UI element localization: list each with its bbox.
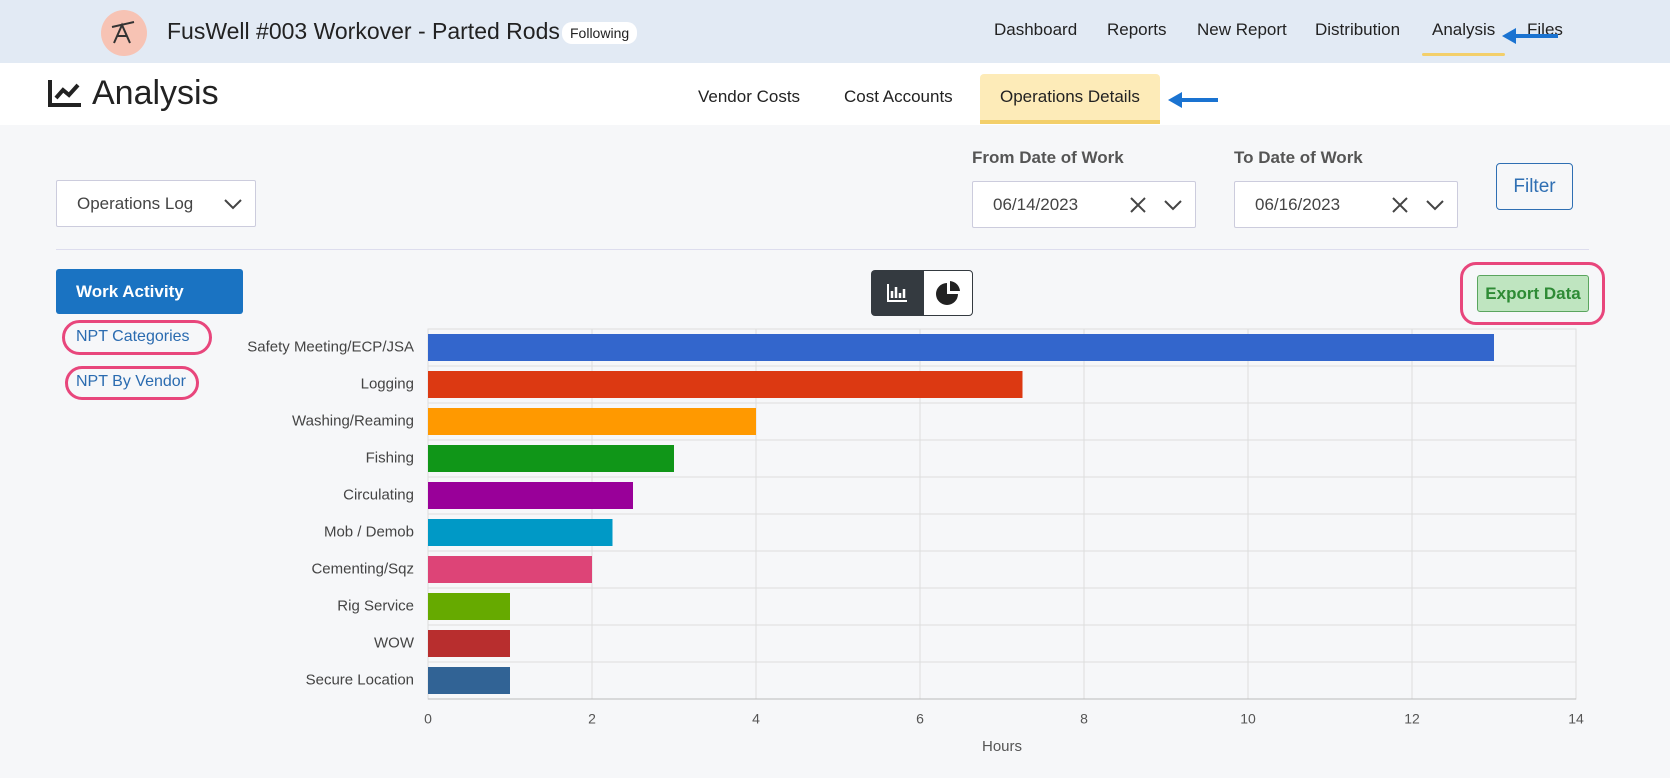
bar-icon [887,284,907,302]
y-tick-label: Fishing [366,449,414,466]
bar [428,556,592,583]
x-axis-label: Hours [982,738,1022,755]
input-icons [1392,197,1444,213]
date-value: 06/14/2023 [993,195,1079,214]
divider [56,249,1589,250]
export-button[interactable]: Export Data [1477,275,1589,312]
tab-active[interactable]: Operations Details [980,74,1160,124]
bar-view-toggle[interactable] [871,270,923,316]
highlight-outline [1460,262,1605,325]
page-title: Analysis [92,74,219,112]
nav-link[interactable]: Dashboard [994,20,1078,39]
analysis-icon [48,80,81,107]
from-label: From Date of Work [972,148,1124,167]
to-label: To Date of Work [1234,148,1363,167]
y-tick-label: Safety Meeting/ECP/JSA [247,338,414,355]
y-tick-label: Washing/Reaming [292,412,414,429]
chevron [224,199,242,210]
bar [428,445,674,472]
tab[interactable]: Cost Accounts [844,87,953,106]
sidebar-link[interactable]: NPT By Vendor [76,373,186,390]
y-tick-label: Secure Location [306,671,414,688]
top-bar [0,0,1670,63]
x-tick-label: 2 [588,711,596,727]
highlight-outline [65,366,199,400]
dropdown-value: Operations Log [77,194,194,213]
input-icons [1130,197,1182,213]
x-tick-label: 12 [1404,711,1420,727]
bar [428,334,1494,361]
bar [428,482,633,509]
x-tick-label: 4 [752,711,760,727]
x-tick-label: 8 [1080,711,1088,727]
y-tick-label: Circulating [343,486,414,503]
y-tick-label: Mob / Demob [324,523,414,540]
nav-link[interactable]: Distribution [1315,20,1401,39]
dropdown[interactable]: Operations Log [56,180,256,227]
x-tick-label: 14 [1568,711,1584,727]
date-input[interactable]: 06/14/2023 [972,181,1196,228]
annotation-arrow [1502,28,1558,44]
x-tick-label: 6 [916,711,924,727]
bar [428,593,510,620]
nav-link[interactable]: Analysis [1432,20,1496,39]
sub-bar [0,63,1670,125]
bar [428,519,613,546]
sidebar-item-active[interactable]: Work Activity [56,269,243,314]
bar [428,371,1023,398]
tab[interactable]: Vendor Costs [698,87,801,106]
chart: 0 2 4 6 8 10 12 14 Hours Safety Meeting/ECP/JSA Lo… [247,328,1584,755]
y-tick-label: Logging [361,375,414,392]
x-tick-label: 0 [424,711,432,727]
y-tick-label: Cementing/Sqz [311,560,414,577]
y-tick-label: WOW [374,634,415,651]
filter-button[interactable]: Filter [1496,163,1573,210]
bar [428,667,510,694]
nav-link[interactable]: New Report [1197,20,1287,39]
active-underline [1422,53,1505,56]
logo [101,10,147,56]
x-tick-label: 10 [1240,711,1256,727]
pie-icon [936,281,960,305]
annotation-arrow [1168,92,1218,108]
bar [428,630,510,657]
following-badge: Following [562,22,638,44]
pie-view-toggle[interactable] [923,270,973,316]
y-tick-label: Rig Service [337,597,414,614]
date-value: 06/16/2023 [1255,195,1341,214]
nav-link[interactable]: Reports [1107,20,1167,39]
sidebar-link[interactable]: NPT Categories [76,328,190,345]
header-title: FusWell #003 Workover - Parted Rods [167,18,560,44]
bar [428,408,756,435]
date-input[interactable]: 06/16/2023 [1234,181,1458,228]
highlight-outline [62,320,212,355]
